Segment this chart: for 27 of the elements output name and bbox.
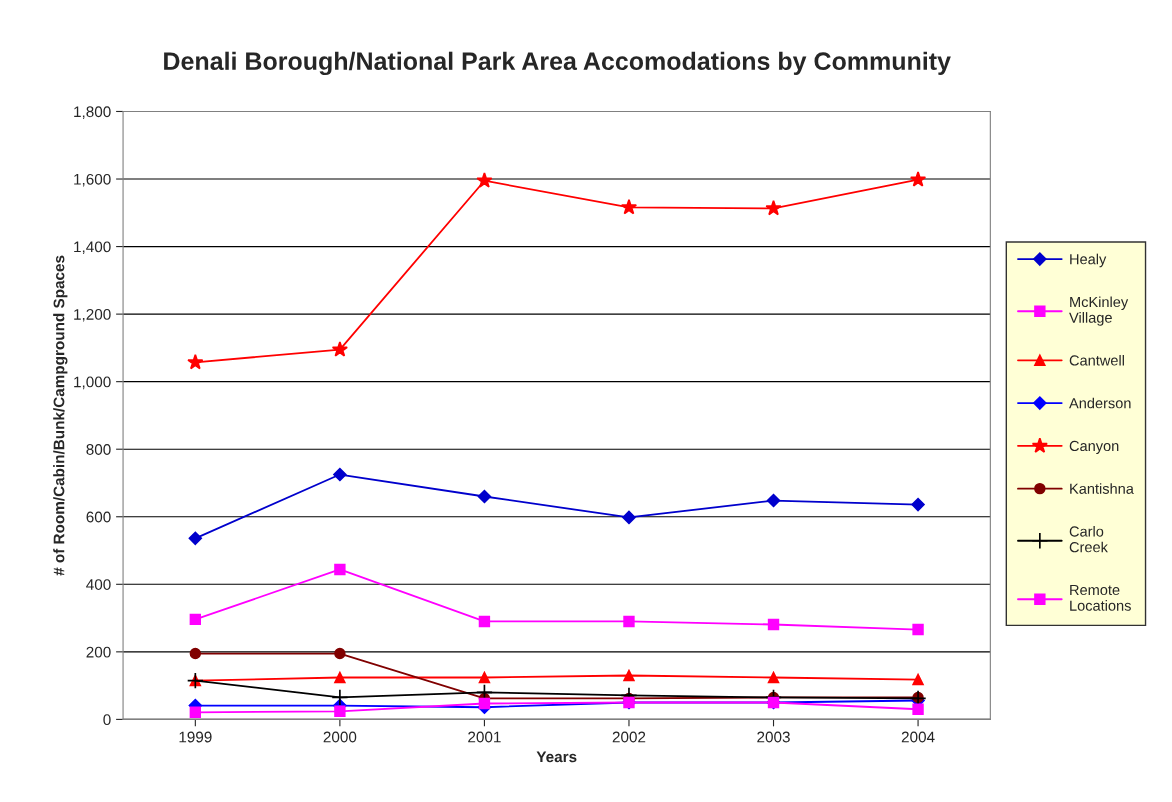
x-tick-label: 2001 — [468, 731, 501, 743]
y-tick-label: 1,400 — [74, 241, 111, 255]
legend-label: Healy — [1070, 253, 1107, 268]
x-tick-label: 2002 — [612, 731, 646, 743]
chart-title: Denali Borough/National Park Area Accomodations by Community — [164, 51, 951, 76]
y-tick-label: 400 — [86, 579, 111, 590]
y-tick-label: 1,800 — [74, 106, 111, 119]
legend-label: Carlo Creek — [1069, 525, 1108, 553]
y-tick-label: 200 — [86, 646, 111, 658]
x-tick-label: 2000 — [323, 731, 357, 743]
y-tick-label: 800 — [86, 444, 111, 455]
y-tick-label: 1,200 — [74, 308, 111, 322]
legend-label: McKinley Village — [1069, 296, 1129, 326]
y-tick-label: 1,000 — [74, 376, 111, 390]
legend-label: Canyon — [1069, 440, 1119, 454]
x-axis-title: Years — [536, 751, 577, 763]
y-tick-label: 600 — [86, 511, 111, 523]
y-tick-label: 0 — [103, 714, 111, 726]
y-tick-label: 1,600 — [74, 173, 111, 187]
legend-label: Kantishna — [1070, 483, 1134, 494]
x-tick-label: 2004 — [901, 731, 935, 743]
y-axis-title: # of Room/Cabin/Bunk/Campground Spaces — [53, 255, 68, 576]
legend-label: Anderson — [1069, 397, 1131, 409]
legend-label: Remote Locations — [1070, 584, 1131, 611]
x-tick-label: 1999 — [179, 731, 212, 743]
x-tick-label: 2003 — [757, 731, 790, 743]
legend-label: Cantwell — [1069, 354, 1124, 366]
